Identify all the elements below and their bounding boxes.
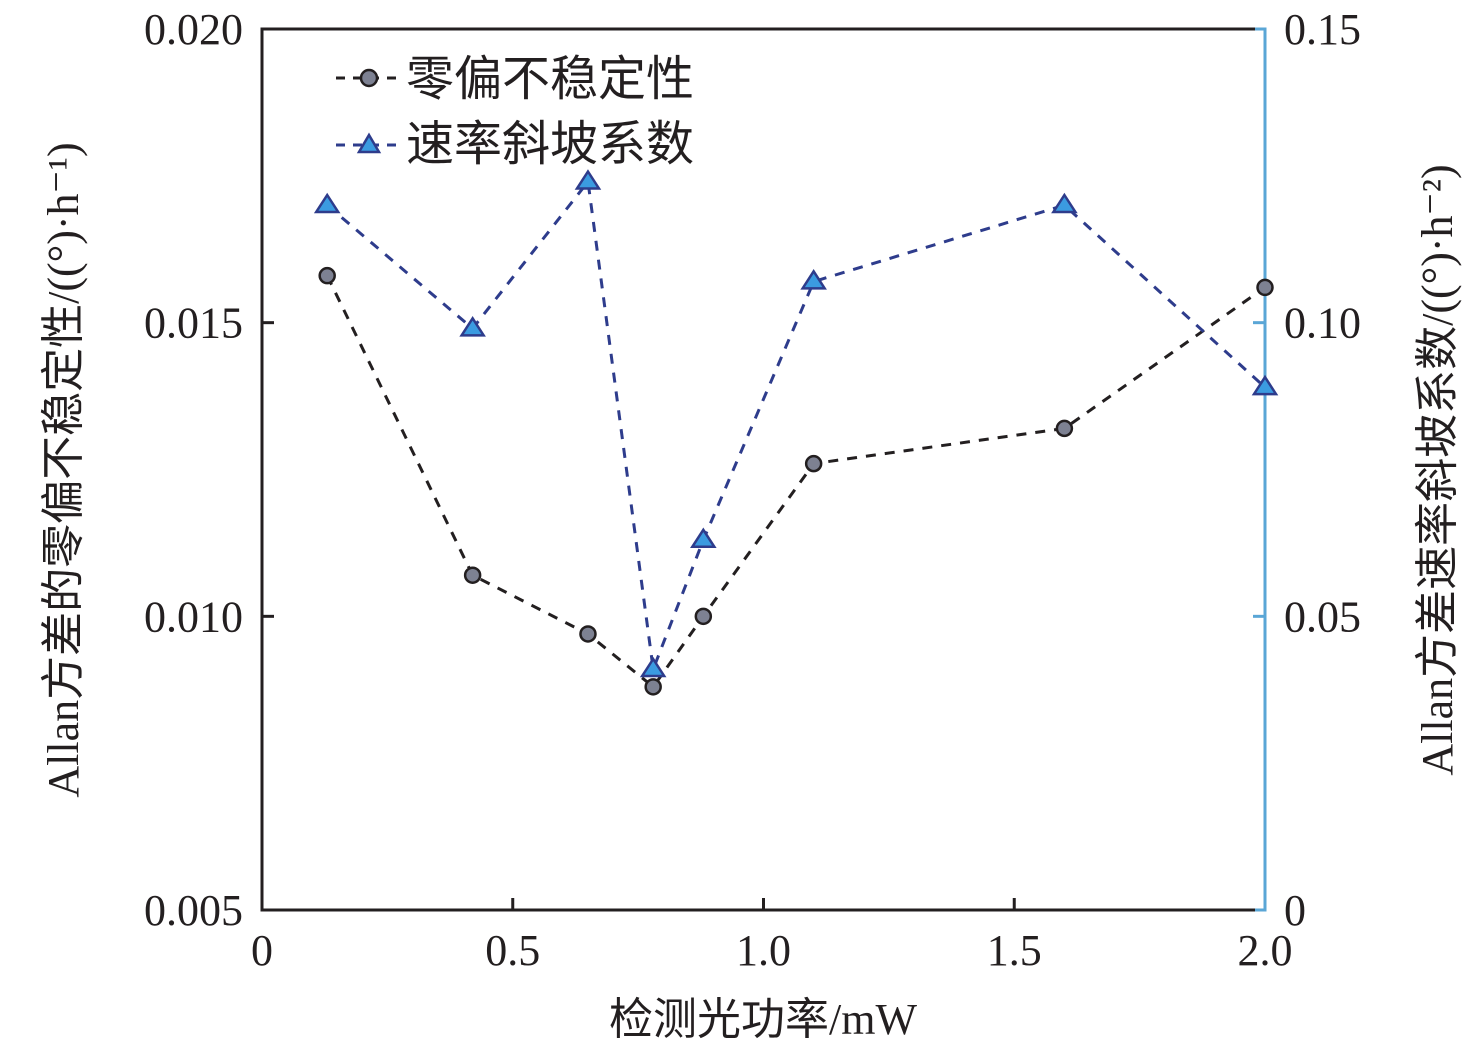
y-left-tick-label: 0.010 — [144, 592, 243, 641]
x-axis-title: 检测光功率/mW — [609, 995, 917, 1044]
legend-triangle-marker-icon — [356, 132, 382, 154]
data-point-bias-instability — [318, 266, 336, 285]
x-tick-label: 2.0 — [1238, 926, 1293, 975]
data-point-rate-ramp — [313, 192, 341, 214]
legend-item-bias-instability: 零偏不稳定性 — [336, 53, 694, 106]
y-left-tick-label: 0.005 — [144, 886, 243, 935]
y-right-tick-label: 0.10 — [1284, 299, 1361, 348]
data-point-bias-instability — [1256, 278, 1274, 297]
legend-item-rate-ramp: 速率斜坡系数 — [336, 118, 694, 171]
data-point-rate-ramp — [459, 316, 486, 337]
legend-label-bias-instability: 零偏不稳定性 — [406, 53, 694, 106]
data-point-bias-instability — [1055, 419, 1074, 438]
x-tick-label: 1.0 — [736, 926, 791, 975]
y-left-tick-label: 0.020 — [144, 5, 243, 54]
data-point-rate-ramp — [574, 169, 602, 190]
series-layer — [313, 169, 1279, 696]
data-point-bias-instability — [579, 625, 597, 643]
y-left-axis-title: Allan方差的零偏不稳定性/((°)·h⁻¹) — [39, 142, 88, 797]
data-point-bias-instability — [644, 678, 662, 696]
data-point-bias-instability — [804, 454, 823, 473]
legend-circle-marker-icon — [359, 68, 379, 88]
data-point-rate-ramp — [690, 527, 717, 549]
legend-label-rate-ramp: 速率斜坡系数 — [406, 118, 694, 171]
y-left-ticks: 0.005 0.010 0.015 0.020 — [144, 5, 274, 935]
x-tick-label: 1.5 — [987, 926, 1042, 975]
data-point-rate-ramp — [1051, 192, 1078, 214]
y-right-tick-label: 0.05 — [1284, 592, 1361, 641]
data-point-rate-ramp — [639, 656, 667, 678]
x-tick-label: 0.5 — [485, 926, 540, 975]
axes — [260, 27, 1267, 912]
y-left-tick-label: 0.015 — [144, 299, 243, 348]
y-right-axis-title: Allan方差速率斜坡系数/((°)·h⁻²) — [1413, 164, 1462, 775]
x-tick-label: 0 — [251, 926, 273, 975]
series-line-rate-ramp — [326, 177, 1267, 670]
y-right-ticks: 0 0.05 0.10 0.15 — [1253, 5, 1361, 935]
series-line-bias-instability — [325, 275, 1266, 689]
data-point-bias-instability — [694, 607, 713, 626]
y-right-tick-label: 0.15 — [1284, 5, 1361, 54]
data-point-bias-instability — [463, 566, 482, 584]
legend: 零偏不稳定性 速率斜坡系数 — [336, 53, 694, 171]
x-ticks: 0 0.5 1.0 1.5 2.0 — [251, 898, 1293, 975]
y-right-tick-label: 0 — [1284, 886, 1306, 935]
data-point-rate-ramp — [800, 269, 827, 290]
data-point-rate-ramp — [1251, 374, 1279, 396]
